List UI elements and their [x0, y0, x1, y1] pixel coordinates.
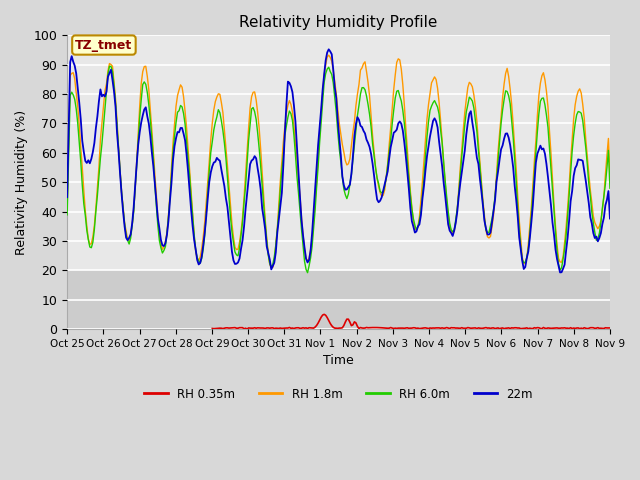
- Bar: [67, 270, 610, 329]
- Title: Relativity Humidity Profile: Relativity Humidity Profile: [239, 15, 438, 30]
- Legend: RH 0.35m, RH 1.8m, RH 6.0m, 22m: RH 0.35m, RH 1.8m, RH 6.0m, 22m: [140, 383, 538, 405]
- Text: TZ_tmet: TZ_tmet: [76, 38, 132, 51]
- Y-axis label: Relativity Humidity (%): Relativity Humidity (%): [15, 109, 28, 255]
- X-axis label: Time: Time: [323, 354, 354, 367]
